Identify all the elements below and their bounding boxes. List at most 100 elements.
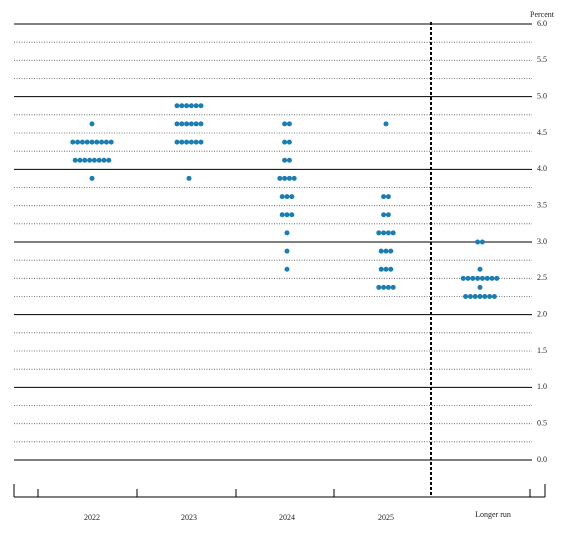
dot <box>385 194 391 200</box>
dot <box>475 239 481 245</box>
y-tick-label: 0.0 <box>537 455 547 464</box>
dot <box>286 139 292 145</box>
y-axis-label: Percent <box>530 10 555 19</box>
x-tick-label: 2023 <box>181 513 197 522</box>
dot <box>82 157 88 163</box>
y-tick-label: 1.0 <box>537 382 547 391</box>
dot <box>279 212 285 218</box>
dot <box>94 139 100 145</box>
dot <box>390 284 396 290</box>
x-tick-label: 2025 <box>378 513 394 522</box>
dot <box>89 121 95 127</box>
dot <box>188 139 194 145</box>
dot <box>184 121 190 127</box>
dot <box>383 248 389 254</box>
dot <box>286 175 292 181</box>
dot <box>193 121 199 127</box>
dot <box>184 139 190 145</box>
dot <box>470 275 476 281</box>
dot <box>487 294 493 299</box>
dot <box>385 212 391 218</box>
dot <box>390 230 396 236</box>
dot <box>289 194 295 200</box>
dot <box>477 294 483 299</box>
x-tick-label: 2024 <box>279 513 295 522</box>
y-tick-label: 1.5 <box>537 346 547 355</box>
dot <box>188 121 194 127</box>
dot <box>87 157 93 163</box>
y-tick-label: 5.5 <box>537 55 547 64</box>
dot <box>193 103 199 109</box>
dot <box>388 266 394 272</box>
dot <box>101 157 107 163</box>
y-tick-label: 0.5 <box>537 418 547 427</box>
dot <box>489 275 495 281</box>
y-tick-label: 4.5 <box>537 128 547 137</box>
dot <box>282 139 288 145</box>
dot <box>286 121 292 127</box>
y-tick-label: 3.0 <box>537 237 547 246</box>
dot <box>103 139 109 145</box>
dot <box>383 121 389 127</box>
dot <box>491 294 497 299</box>
dot <box>279 194 285 200</box>
dot <box>376 230 382 236</box>
dot <box>465 275 471 281</box>
dot <box>286 157 292 163</box>
dot <box>378 266 384 272</box>
dot <box>388 248 394 254</box>
dot <box>179 139 185 145</box>
dot <box>188 103 194 109</box>
dot <box>277 175 283 181</box>
dot <box>89 139 95 145</box>
dot <box>84 139 90 145</box>
dot <box>289 212 295 218</box>
dot <box>89 175 95 181</box>
dot <box>198 139 204 145</box>
y-tick-label: 2.5 <box>537 273 547 282</box>
dot <box>381 194 387 200</box>
dot <box>477 266 483 272</box>
dot <box>198 121 204 127</box>
y-tick-label: 5.0 <box>537 91 547 100</box>
dot <box>460 275 466 281</box>
dot <box>282 121 288 127</box>
dot <box>467 294 473 299</box>
dot <box>174 103 180 109</box>
y-tick-label: 4.0 <box>537 164 547 173</box>
dot <box>282 175 288 181</box>
dot <box>284 194 290 200</box>
dot <box>174 139 180 145</box>
dot <box>291 175 297 181</box>
dot <box>184 103 190 109</box>
dot <box>482 294 488 299</box>
dot <box>79 139 85 145</box>
dot <box>70 139 76 145</box>
y-tick-label: 6.0 <box>537 19 547 28</box>
dot <box>96 157 102 163</box>
dot <box>91 157 97 163</box>
dot <box>475 275 481 281</box>
dot <box>174 121 180 127</box>
dot <box>385 284 391 290</box>
dot <box>99 139 105 145</box>
dot <box>494 275 500 281</box>
dot <box>479 239 485 245</box>
dot <box>106 157 112 163</box>
dot <box>77 157 83 163</box>
dot <box>72 157 78 163</box>
dot <box>378 248 384 254</box>
y-tick-label: 2.0 <box>537 309 547 318</box>
dot <box>179 103 185 109</box>
dot <box>186 175 192 181</box>
dot <box>385 230 391 236</box>
dot <box>193 139 199 145</box>
dot <box>479 275 485 281</box>
dot <box>198 103 204 109</box>
dot <box>381 230 387 236</box>
dot <box>381 284 387 290</box>
x-tick-label: 2022 <box>84 513 100 522</box>
dot <box>284 212 290 218</box>
x-tick-label: Longer run <box>475 510 511 519</box>
